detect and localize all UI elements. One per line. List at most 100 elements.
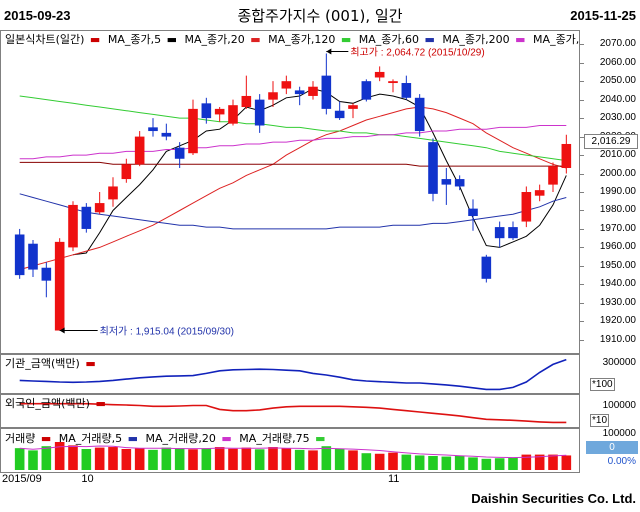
legend-marker: ▬	[337, 33, 355, 46]
candle-body	[494, 227, 505, 239]
legend-item: MA_종가,300 ▬	[533, 33, 580, 46]
candle-body	[508, 227, 518, 239]
y-tick-mark	[580, 173, 584, 175]
volume-tick: 100000	[602, 428, 636, 439]
legend-item: 일본식차트(일간) ▬	[5, 33, 106, 46]
y-tick-mark	[580, 44, 584, 46]
candle-body	[14, 234, 25, 276]
y-tick-mark	[580, 265, 584, 267]
price-panel[interactable]: 최고가 : 2,064.72 (2015/10/29) 최저가 : 1,915.0…	[0, 30, 580, 354]
candle-body	[348, 105, 358, 109]
y-tick-mark	[580, 321, 584, 323]
legend-label: MA_종가,60	[358, 33, 420, 46]
volume-bar	[81, 449, 92, 470]
volume-legend-item: 거래량 ▬	[5, 432, 57, 445]
candle-body	[108, 186, 118, 200]
x-axis: 2015/09 10 11	[0, 473, 640, 487]
legend-marker: ▬	[421, 33, 439, 46]
volume-bar	[414, 455, 425, 470]
volume-bar	[561, 455, 572, 470]
candle	[294, 86, 305, 106]
candle-body	[401, 83, 412, 98]
chart-title: 종합주가지수 (001), 일간	[237, 7, 403, 25]
volume-bar	[334, 448, 345, 470]
candle	[361, 79, 372, 102]
y-tick-label: 1960.00	[599, 241, 636, 253]
chart-header: 2015-09-23 종합주가지수 (001), 일간 2015-11-25	[0, 0, 640, 30]
candle	[68, 201, 78, 252]
volume-legend-item: MA_거래량,5 ▬	[59, 432, 144, 445]
volume-bar	[214, 447, 225, 470]
candle-body	[548, 166, 558, 185]
candle-body	[174, 147, 185, 159]
ma-line	[19, 125, 567, 160]
candle	[134, 131, 145, 167]
institution-panel[interactable]: 기관_금액(백만) ▬	[0, 354, 580, 394]
volume-bar	[294, 449, 305, 470]
candle	[281, 75, 292, 95]
volume-legend-marker: ▬	[124, 432, 142, 445]
foreign-title-text: 외국인_금액(백만)	[5, 397, 90, 410]
y-tick-mark	[580, 210, 584, 212]
volume-legend-marker: ▬	[311, 432, 326, 445]
foreign-scale-label: *10	[590, 414, 610, 427]
legend-marker: ▬	[163, 33, 181, 46]
candle-body	[454, 179, 465, 187]
y-tick-mark	[580, 302, 584, 304]
candle-body	[241, 95, 252, 108]
foreign-panel[interactable]: 외국인_금액(백만) ▬	[0, 394, 580, 428]
price-chart-svg: 최고가 : 2,064.72 (2015/10/29) 최저가 : 1,915.0…	[14, 46, 572, 338]
end-date: 2015-11-25	[570, 8, 636, 23]
candle-body	[334, 110, 345, 119]
candle	[388, 79, 398, 93]
candle-body	[521, 192, 532, 222]
candle	[441, 167, 452, 205]
foreign-tick: 100000	[602, 400, 636, 411]
volume-bar	[508, 457, 518, 470]
candle-body	[214, 108, 225, 115]
volume-chart-svg	[14, 442, 572, 470]
volume-bar	[534, 454, 545, 470]
volume-legend-label: MA_거래량,75	[239, 432, 310, 445]
candle	[521, 186, 532, 228]
candle	[94, 192, 105, 215]
candle	[174, 142, 185, 168]
y-tick-mark	[580, 247, 584, 249]
ma-line	[19, 161, 567, 167]
candle	[454, 175, 465, 191]
legend-label: MA_종가,300	[533, 33, 580, 46]
legend-marker: ▬	[511, 33, 530, 46]
candle	[14, 228, 25, 279]
candle-body	[121, 164, 132, 180]
candle	[494, 221, 505, 248]
volume-bar	[148, 449, 158, 470]
candle-body	[268, 92, 278, 100]
candle	[321, 53, 332, 115]
y-tick-mark	[580, 284, 584, 286]
high-annotation: 최고가 : 2,064.72 (2015/10/29)	[350, 46, 484, 58]
volume-bar	[428, 456, 438, 470]
volume-bar	[374, 453, 385, 470]
legend-item: MA_종가,120 ▬	[268, 33, 357, 46]
candle-body	[188, 108, 198, 154]
candle	[201, 97, 212, 124]
candle	[148, 118, 158, 137]
ma-line	[19, 95, 567, 162]
institution-scale-label: *100	[590, 378, 615, 391]
volume-panel[interactable]: 거래량 ▬ MA_거래량,5 ▬ MA_거래량,20 ▬ MA_거래량,75 ▬	[0, 428, 580, 473]
legend-item: MA_종가,20 ▬	[184, 33, 266, 46]
y-tick-mark	[580, 81, 584, 83]
volume-bar	[494, 458, 505, 470]
candle-body	[134, 136, 145, 165]
y-tick-label: 1910.00	[599, 333, 636, 345]
ma-line	[19, 106, 567, 271]
volume-legend-marker: ▬	[37, 432, 55, 445]
candle	[561, 134, 572, 174]
y-tick-label: 1990.00	[599, 186, 636, 197]
volume-bar	[54, 442, 65, 470]
volume-legend-label: MA_거래량,5	[58, 432, 123, 445]
y-tick-label: 1980.00	[599, 204, 636, 216]
volume-bar	[308, 450, 318, 470]
y-tick-label: 2010.00	[599, 149, 636, 161]
candle-body	[428, 142, 438, 194]
